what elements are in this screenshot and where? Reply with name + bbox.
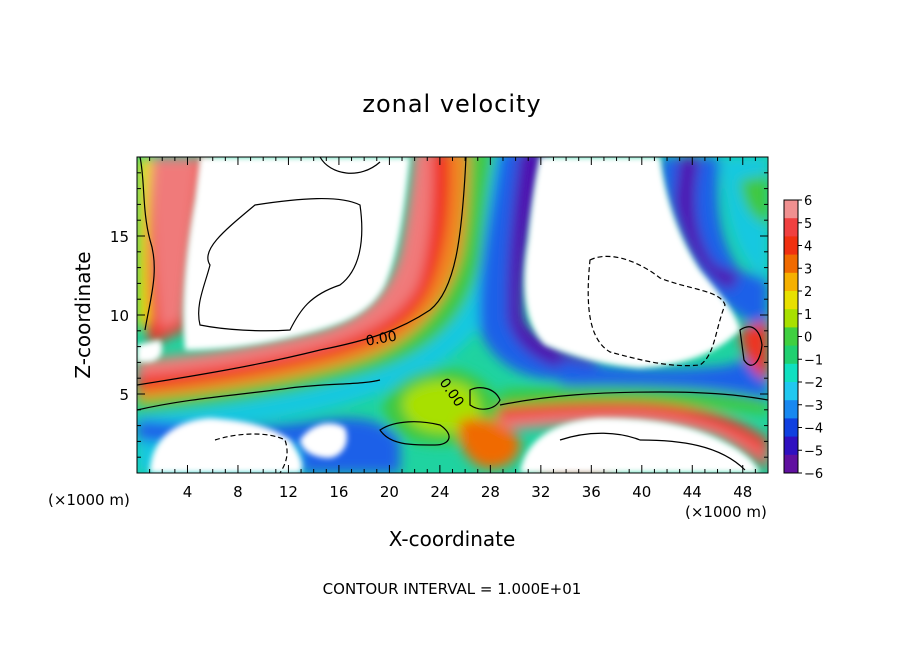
colorbar-tick-label: 2: [804, 285, 812, 300]
colorbar-swatch: [784, 436, 798, 456]
colorbar-tick-label: −3: [804, 399, 823, 414]
colorbar-swatch: [784, 236, 798, 256]
colorbar-tick-label: −5: [804, 444, 823, 459]
colorbar: 6 5 4 3 2 1 0 −1 −2 −3 −4 −5 −6: [783, 194, 823, 482]
heatmap-field: 0.00 0.00: [137, 157, 768, 473]
colorbar-swatch: [784, 382, 798, 401]
out-of-range-regions: [137, 157, 760, 473]
x-tick-label: 12: [279, 483, 298, 501]
x-unit-left: (×1000 m): [48, 491, 130, 509]
colorbar-tick-label: −6: [804, 467, 823, 482]
colorbar-tick-label: −1: [804, 353, 823, 368]
x-tick-label: 24: [430, 483, 449, 501]
colorbar-tick-label: 0: [804, 331, 812, 346]
x-tick-label: 4: [183, 483, 193, 501]
contour-lines: [137, 157, 768, 473]
y-tick-label: 10: [110, 307, 129, 325]
colorbar-swatch: [784, 291, 798, 310]
x-axis-ticks: 4 8 12 16 20 24 28 32 36 40 44 48: [149, 157, 756, 501]
colorbar-swatch: [784, 327, 798, 347]
x-tick-label: 16: [329, 483, 348, 501]
y-axis-ticks: 5 10 15: [110, 172, 768, 458]
colorbar-swatch: [784, 200, 798, 219]
y-tick-label: 5: [119, 386, 129, 404]
colorbar-tick-label: 5: [804, 217, 812, 232]
colorbar-swatch: [784, 400, 798, 419]
x-unit-right: (×1000 m): [685, 503, 767, 521]
y-axis-label: Z-coordinate: [71, 251, 95, 378]
colorbar-swatch: [784, 254, 798, 274]
contour-interval-note: CONTOUR INTERVAL = 1.000E+01: [323, 580, 582, 598]
x-tick-label: 40: [632, 483, 651, 501]
colorbar-swatch: [784, 272, 798, 292]
x-tick-label: 28: [481, 483, 500, 501]
colorbar-swatch: [784, 418, 798, 438]
x-tick-label: 36: [582, 483, 601, 501]
y-tick-label: 15: [110, 228, 129, 246]
x-axis-label: X-coordinate: [389, 527, 516, 551]
colorbar-tick-label: 6: [804, 194, 812, 209]
colorbar-tick-label: −4: [804, 422, 823, 437]
chart-title: zonal velocity: [362, 90, 541, 118]
colorbar-swatch: [784, 218, 798, 237]
contour-label: 0.00: [365, 328, 398, 349]
x-tick-label: 44: [683, 483, 702, 501]
x-tick-label: 8: [233, 483, 243, 501]
colorbar-tick-label: 3: [804, 262, 812, 277]
colorbar-swatch: [784, 363, 798, 383]
colorbar-tick-label: 1: [804, 308, 812, 323]
colorbar-swatch: [784, 345, 798, 365]
colorbar-tick-label: 4: [804, 240, 812, 255]
colorbar-tick-label: −2: [804, 376, 823, 391]
colorbar-swatch: [784, 309, 798, 328]
x-tick-label: 32: [531, 483, 550, 501]
colorbar-swatch: [784, 454, 798, 474]
x-tick-label: 48: [733, 483, 752, 501]
x-tick-label: 20: [380, 483, 399, 501]
